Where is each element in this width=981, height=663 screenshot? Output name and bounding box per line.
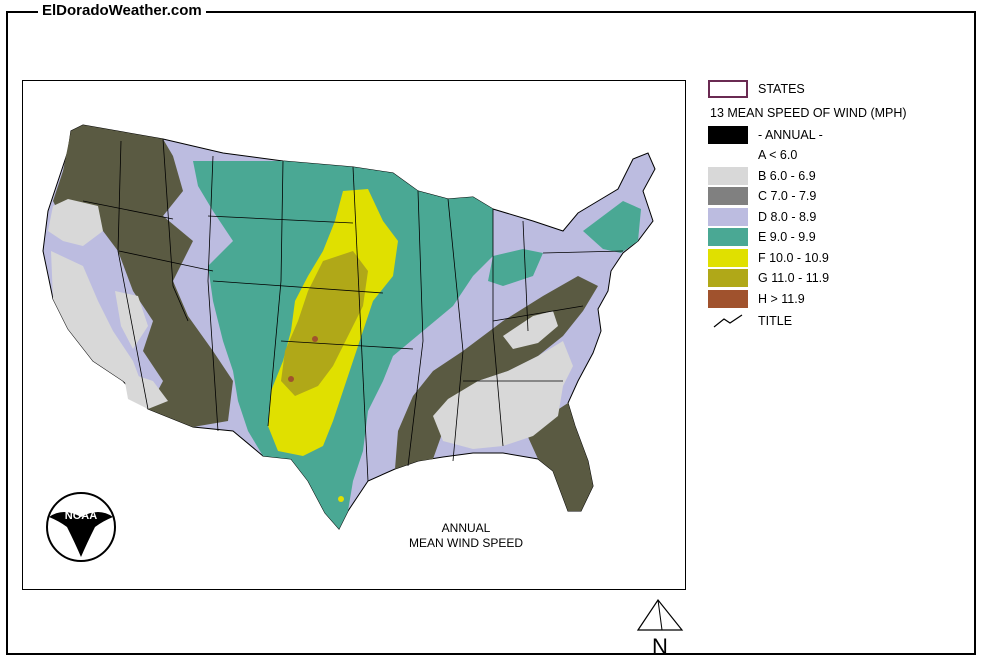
legend-states-label: STATES <box>758 82 805 96</box>
noaa-logo-text: NOAA <box>65 510 97 522</box>
legend-title-row: TITLE <box>708 312 792 330</box>
legend-class-row: C 7.0 - 7.9 <box>708 187 816 205</box>
legend-class-row: B 6.0 - 6.9 <box>708 166 816 185</box>
annual-swatch <box>708 126 748 144</box>
legend-class-swatch <box>708 187 748 205</box>
zone-max-spot-kansas <box>312 336 318 342</box>
zone-california-coast-light <box>51 251 148 401</box>
legend-class-row: H > 11.9 <box>708 289 805 308</box>
legend-class-swatch <box>708 207 748 226</box>
zone-max-spot-oklahoma <box>288 376 294 382</box>
states-swatch <box>708 80 748 98</box>
outer-frame <box>6 11 976 655</box>
title-line-icon <box>713 314 743 328</box>
legend-class-label: A < 6.0 <box>758 148 798 162</box>
legend-annual-label: - ANNUAL - <box>758 128 823 142</box>
legend-class-swatch <box>708 289 748 308</box>
legend-class-label: B 6.0 - 6.9 <box>758 168 816 183</box>
legend-class-label: G 11.0 - 11.9 <box>758 271 830 285</box>
zone-northeast-teal <box>583 201 641 253</box>
legend-class-row: G 11.0 - 11.9 <box>708 269 829 287</box>
legend-class-row: A < 6.0 <box>708 146 797 164</box>
legend-class-swatch <box>708 269 748 287</box>
map-panel: NOAA ANNUAL MEAN WIND SPEED <box>22 80 686 590</box>
zone-appalachia-light <box>503 311 558 349</box>
north-label: N <box>652 634 668 658</box>
legend-class-row: E 9.0 - 9.9 <box>708 228 816 246</box>
legend-class-label: F 10.0 - 10.9 <box>758 250 829 265</box>
legend-heading: 13 MEAN SPEED OF WIND (MPH) <box>710 106 907 120</box>
legend-class-swatch <box>708 146 748 164</box>
legend-annual-row: - ANNUAL - <box>708 126 823 144</box>
zone-southwest-light <box>123 371 168 409</box>
us-wind-map: NOAA <box>42 124 656 562</box>
legend-class-row: F 10.0 - 10.9 <box>708 248 829 267</box>
zone-plains-olive <box>281 251 368 396</box>
map-caption-line1: ANNUAL <box>441 521 491 535</box>
legend-class-label: H > 11.9 <box>758 291 805 306</box>
legend-class-label: E 9.0 - 9.9 <box>758 230 816 244</box>
zone-texas-coast-spot <box>338 496 344 502</box>
noaa-logo: NOAA <box>46 492 116 562</box>
state-boundaries <box>82 138 624 482</box>
zone-california-light <box>48 199 103 246</box>
north-arrow: N <box>634 596 688 659</box>
legend-class-label: C 7.0 - 7.9 <box>758 189 817 203</box>
map-caption: ANNUAL MEAN WIND SPEED <box>391 521 541 551</box>
legend-class-swatch <box>708 228 748 246</box>
legend-states-row: STATES <box>708 80 805 98</box>
site-title[interactable]: ElDoradoWeather.com <box>38 2 206 20</box>
legend-class-swatch <box>708 248 748 267</box>
legend-class-swatch <box>708 166 748 185</box>
north-arrow-icon: N <box>636 598 684 659</box>
zone-ohio-teal <box>488 249 543 286</box>
legend-title-label: TITLE <box>758 314 793 328</box>
zone-southeast-light <box>433 341 573 449</box>
zone-northwest-dark <box>53 125 233 427</box>
map-caption-line2: MEAN WIND SPEED <box>408 536 523 550</box>
legend-class-label: D 8.0 - 8.9 <box>758 209 817 224</box>
legend-class-row: D 8.0 - 8.9 <box>708 207 817 226</box>
